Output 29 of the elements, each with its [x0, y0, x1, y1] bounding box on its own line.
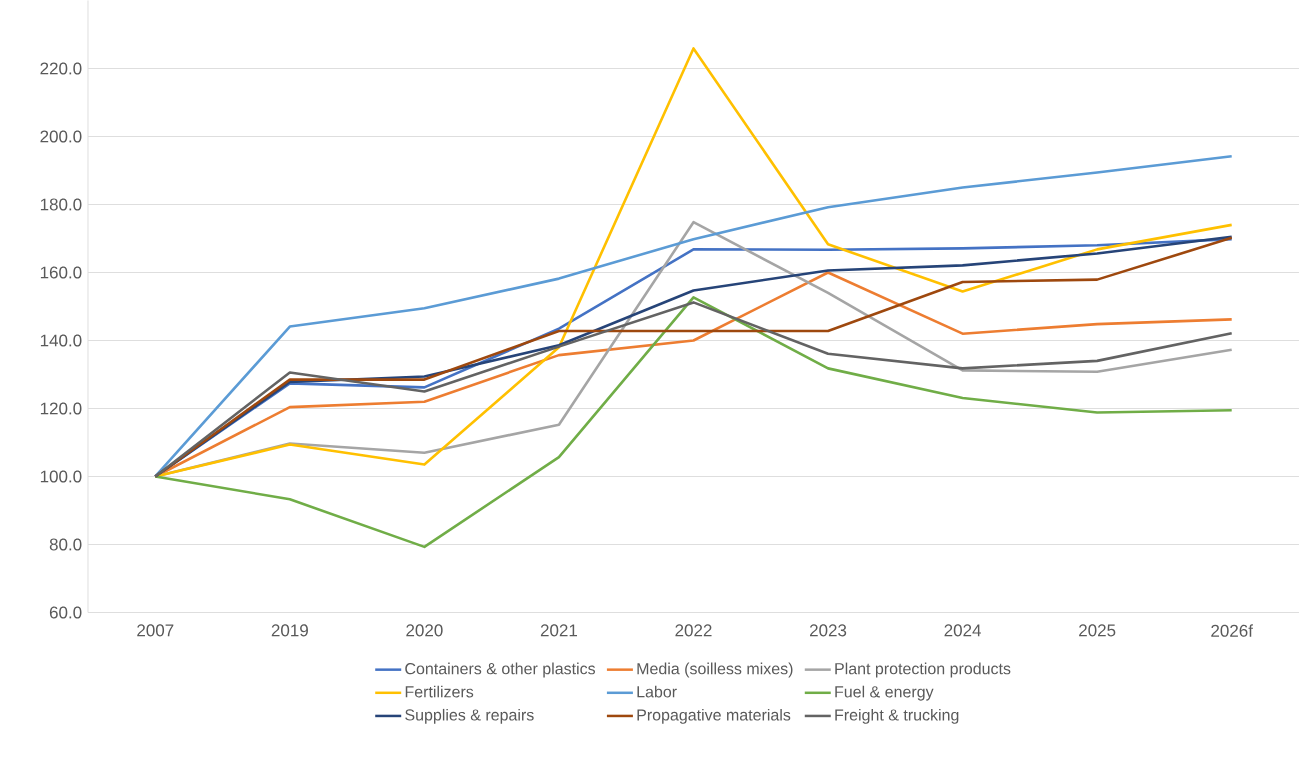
y-tick-label: 200.0 [40, 130, 82, 143]
y-tick-label: 160.0 [40, 266, 82, 279]
x-tick-label: 2007 [137, 624, 174, 637]
legend-label: Containers & other plastics [405, 662, 596, 678]
y-tick-label: 140.0 [40, 334, 82, 347]
legend-label: Fertilizers [405, 685, 474, 698]
x-tick-label: 2023 [810, 624, 847, 637]
legend-label: Plant protection products [835, 662, 1011, 678]
x-tick-label: 2021 [540, 624, 578, 637]
x-tick-label: 2024 [944, 624, 981, 637]
x-tick-label: 2026f [1211, 624, 1253, 637]
x-tick-label: 2025 [1079, 624, 1116, 637]
y-tick-label: 80.0 [49, 538, 82, 551]
x-tick-label: 2020 [406, 624, 443, 637]
y-tick-label: 60.0 [49, 606, 82, 619]
x-tick-label: 2019 [271, 624, 308, 637]
y-tick-label: 180.0 [40, 198, 82, 211]
x-tick-label: 2022 [675, 624, 712, 637]
legend-label: Freight & trucking [835, 708, 959, 724]
legend-label: Labor [637, 685, 677, 698]
legend-label: Supplies & repairs [405, 708, 534, 724]
y-tick-label: 100.0 [40, 470, 82, 483]
line-series [153, 295, 1233, 548]
y-tick-label: 220.0 [40, 62, 82, 75]
line-series [153, 154, 1233, 478]
y-tick-label: 120.0 [40, 402, 82, 415]
legend-label: Propagative materials [637, 708, 791, 724]
legend-label: Fuel & energy [835, 685, 934, 701]
legend-label: Media (soilless mixes) [637, 662, 793, 678]
